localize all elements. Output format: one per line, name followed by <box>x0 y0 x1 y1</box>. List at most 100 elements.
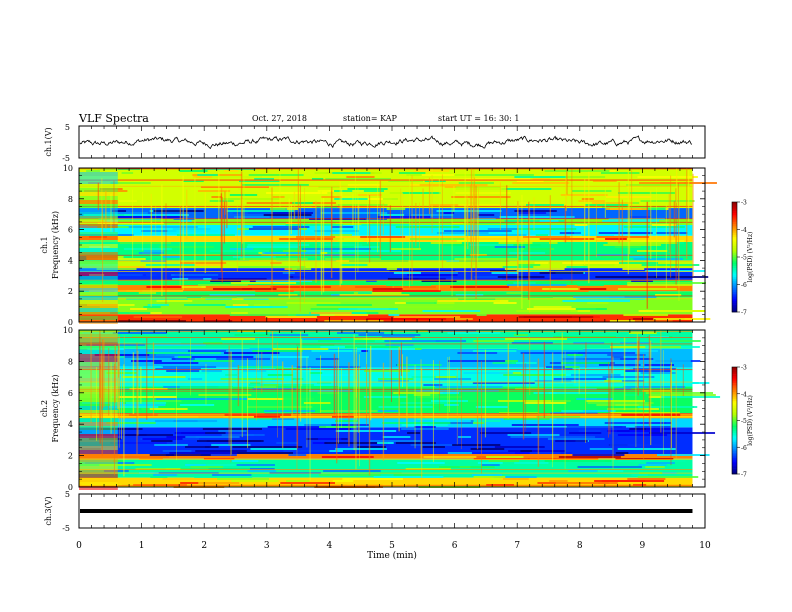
psd-speckle <box>467 236 509 238</box>
psd-speckle <box>271 356 309 358</box>
psd-speckle <box>320 212 388 214</box>
psd-speckle <box>136 330 206 332</box>
psd-speckle <box>469 244 514 246</box>
sferic-streak <box>461 364 462 450</box>
sferic-streak <box>321 198 323 295</box>
psd-speckle <box>232 304 249 306</box>
psd-speckle <box>337 240 364 242</box>
psd-speckle <box>381 336 415 338</box>
psd-speckle <box>610 346 654 348</box>
psd-speckle <box>133 316 183 318</box>
sferic-streak <box>296 367 298 471</box>
psd-speckle <box>443 212 455 214</box>
psd-speckle <box>119 242 171 244</box>
psd-speckle <box>594 480 665 482</box>
psd-speckle <box>596 404 651 406</box>
psd-speckle <box>186 296 201 298</box>
colorbar-swatch <box>732 402 737 405</box>
sferic-streak <box>279 173 281 207</box>
psd-speckle <box>648 432 716 434</box>
sferic-streak <box>368 368 371 476</box>
psd-speckle <box>141 230 177 232</box>
sferic-streak <box>400 342 402 376</box>
psd-speckle <box>636 250 668 252</box>
colorbar-swatch <box>732 257 737 260</box>
psd-speckle <box>450 286 509 288</box>
psd-speckle <box>339 294 410 296</box>
sferic-streak <box>533 197 535 231</box>
narrowband-line <box>79 279 693 281</box>
psd-initial-segment <box>79 434 118 438</box>
psd-speckle <box>476 314 487 316</box>
psd-speckle <box>597 470 624 472</box>
psd-speckle <box>355 416 425 418</box>
psd-speckle <box>463 372 513 374</box>
sferic-streak <box>447 357 449 420</box>
psd-speckle <box>195 450 247 452</box>
psd-speckle <box>347 184 381 186</box>
psd-speckle <box>607 242 678 244</box>
sferic-streak <box>309 367 311 481</box>
psd-speckle <box>433 422 474 424</box>
colorbar-swatch <box>732 379 737 382</box>
psd-speckle <box>605 256 643 258</box>
colorbar-swatch <box>732 432 737 436</box>
sferic-streak <box>220 193 223 272</box>
sferic-streak <box>585 342 587 369</box>
psd-speckle <box>321 456 374 458</box>
colorbar-swatch <box>732 246 737 249</box>
psd-speckle <box>247 470 277 472</box>
psd-speckle <box>340 264 368 266</box>
psd-speckle <box>539 272 584 274</box>
psd-speckle <box>606 208 648 210</box>
ch3-ytick-label: -5 <box>62 524 70 533</box>
narrowband-line <box>79 469 693 470</box>
psd-speckle <box>561 452 572 454</box>
colorbar-swatch <box>732 386 737 389</box>
psd-speckle <box>494 246 526 248</box>
sferic-streak <box>359 354 360 467</box>
psd-speckle <box>247 212 313 214</box>
psd-speckle <box>331 226 354 228</box>
sferic-streak <box>628 181 631 254</box>
psd-speckle <box>378 378 414 380</box>
psd-speckle <box>386 284 432 286</box>
psd-speckle <box>388 180 424 182</box>
sferic-streak <box>132 189 134 259</box>
psd-initial-segment <box>79 244 118 248</box>
psd-initial-segment <box>79 474 118 478</box>
psd-speckle <box>154 362 199 364</box>
psd-speckle <box>311 178 324 180</box>
psd-speckle <box>97 222 164 224</box>
xtick-label: 3 <box>264 541 270 551</box>
psd-speckle <box>400 402 449 404</box>
psd-speckle <box>379 214 405 216</box>
psd-speckle <box>492 362 517 364</box>
psd-speckle <box>388 292 422 294</box>
sferic-streak <box>123 364 125 477</box>
sferic-streak <box>281 361 284 449</box>
psd-band <box>79 235 693 242</box>
psd-initial-segment <box>79 466 118 470</box>
ch1-ytick-label: 5 <box>65 123 70 132</box>
psd-initial-segment <box>79 406 118 410</box>
colorbar-swatch <box>732 249 737 252</box>
psd-speckle <box>386 268 397 270</box>
psd-speckle <box>131 336 167 338</box>
psd-speckle <box>393 474 423 476</box>
psd-speckle <box>138 292 157 294</box>
psd-speckle <box>310 312 352 314</box>
colorbar-swatch <box>732 251 737 254</box>
psd-speckle <box>454 258 519 260</box>
psd-speckle <box>150 476 168 478</box>
sferic-streak <box>367 193 369 244</box>
psd-speckle <box>197 174 218 176</box>
psd-initial-segment <box>79 362 118 366</box>
psd-speckle <box>278 344 335 346</box>
sferic-streak <box>507 343 509 419</box>
colorbar-swatch <box>732 409 737 412</box>
sferic-streak <box>366 364 368 426</box>
narrowband-line <box>79 254 693 256</box>
psd-speckle <box>393 306 454 308</box>
